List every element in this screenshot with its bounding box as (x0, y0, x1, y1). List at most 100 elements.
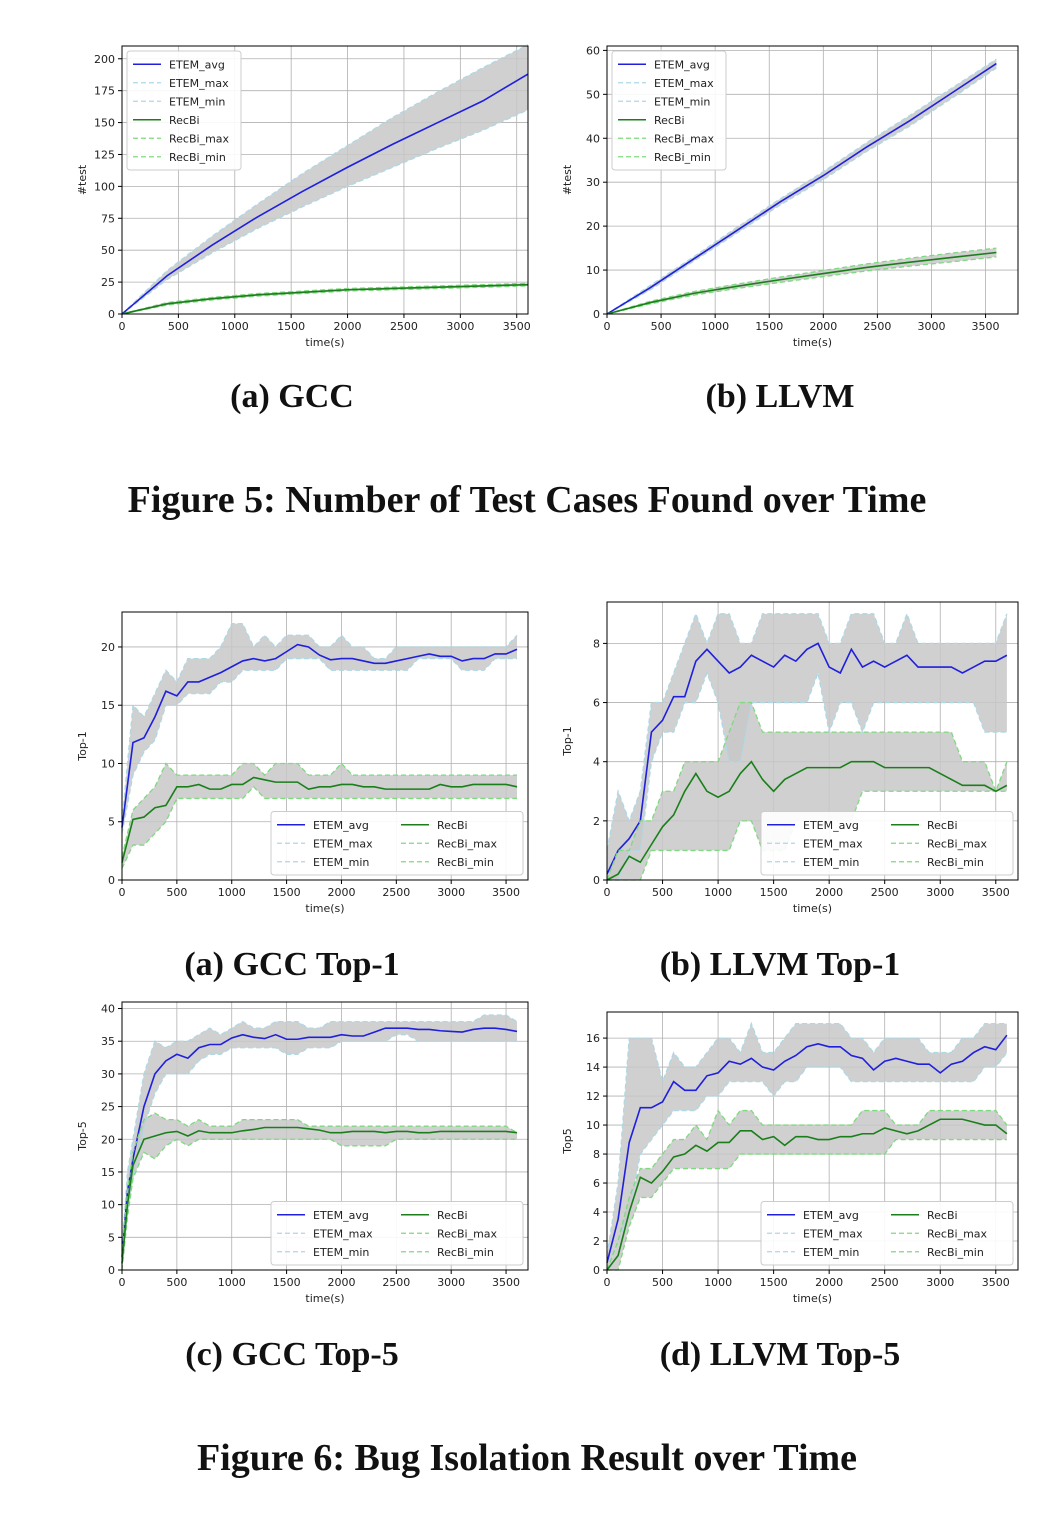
x-tick-label: 0 (119, 886, 126, 899)
recbi-band (607, 702, 1007, 880)
legend-label: RecBi (654, 114, 685, 127)
series-recbi (121, 283, 529, 315)
x-tick-label: 1500 (277, 320, 305, 333)
x-tick-label: 2000 (809, 320, 837, 333)
x-axis-label: time(s) (793, 902, 832, 915)
x-tick-label: 2000 (327, 1276, 355, 1289)
x-tick-label: 1000 (218, 886, 246, 899)
y-tick-label: 40 (101, 1003, 115, 1016)
y-tick-label: 8 (593, 637, 600, 650)
y-tick-label: 5 (108, 1231, 115, 1244)
x-tick-label: 0 (119, 1276, 126, 1289)
series-recbi (121, 776, 518, 863)
series-recbi (606, 1118, 1008, 1271)
legend-label: ETEM_max (313, 1227, 373, 1240)
series-etem-max (121, 623, 518, 822)
x-tick-label: 1500 (755, 320, 783, 333)
subcaption-gcc-top5: (c) GCC Top-5 (185, 1336, 399, 1373)
x-axis-label: time(s) (305, 902, 344, 915)
legend-label: ETEM_avg (803, 1209, 859, 1222)
series-recbi-max (606, 701, 1008, 881)
etem-band (607, 613, 1007, 880)
y-axis-label: #test (561, 164, 574, 195)
x-tick-label: 1000 (218, 1276, 246, 1289)
x-tick-label: 500 (168, 320, 189, 333)
legend: ETEM_avg ETEM_max ETEM_min RecBi RecBi_max Re… (270, 811, 524, 876)
legend-label: ETEM_max (803, 1227, 863, 1240)
legend-label: RecBi (437, 819, 468, 832)
y-tick-label: 0 (108, 1264, 115, 1277)
chart-svg: 0 500 1000 1500 2000 2500 3000 3500 0 25 50 75 100 12… (76, 44, 531, 349)
legend-label: RecBi (437, 1209, 468, 1222)
series-etem-max (606, 58, 997, 315)
x-tick-label: 2000 (327, 886, 355, 899)
series-etem-avg (121, 73, 529, 315)
y-tick-label: 0 (108, 308, 115, 321)
legend-label: ETEM_avg (803, 819, 859, 832)
x-tick-label: 3500 (503, 320, 531, 333)
series-etem-avg (606, 62, 997, 315)
series-recbi-min (606, 256, 997, 315)
legend-label: RecBi (927, 1209, 958, 1222)
x-tick-label: 3000 (917, 320, 945, 333)
y-tick-label: 12 (586, 1090, 600, 1103)
y-axis-label: Top-1 (76, 731, 89, 762)
x-tick-label: 2000 (815, 1276, 843, 1289)
x-tick-label: 0 (604, 886, 611, 899)
y-tick-label: 50 (586, 88, 600, 101)
series-recbi-max (606, 247, 997, 315)
series-etem-max (606, 611, 1008, 851)
legend-label: RecBi_max (927, 1227, 988, 1240)
legend: ETEM_avg ETEM_max ETEM_min RecBi RecBi_max Re… (760, 1201, 1014, 1266)
x-tick-label: 3500 (982, 886, 1010, 899)
y-tick-label: 20 (101, 641, 115, 654)
x-axis-label: time(s) (305, 336, 344, 349)
subcaption-llvm-top1: (b) LLVM Top-1 (659, 946, 901, 983)
y-tick-label: 14 (586, 1061, 600, 1074)
series-etem-min (607, 670, 1007, 881)
series-recbi (606, 251, 997, 315)
legend-box (760, 811, 1014, 876)
x-tick-label: 3500 (972, 320, 1000, 333)
x-tick-label: 3000 (437, 886, 465, 899)
y-tick-label: 50 (101, 244, 115, 257)
y-tick-label: 60 (586, 44, 600, 57)
x-axis-label: time(s) (793, 1292, 832, 1305)
series-etem-min (121, 1034, 518, 1264)
series-recbi-max (121, 1112, 518, 1257)
x-tick-label: 2500 (871, 886, 899, 899)
chart-llvm-top5: 0 500 1000 1500 2000 2500 3000 3500 0 2 4 6 8 10 12 14 1… (555, 1004, 1030, 1314)
x-tick-label: 2500 (871, 1276, 899, 1289)
legend-label: ETEM_avg (654, 58, 710, 71)
y-tick-label: 6 (593, 697, 600, 710)
series-recbi-max (121, 282, 529, 315)
y-tick-label: 0 (593, 874, 600, 887)
series-recbi-min (121, 285, 529, 315)
y-tick-label: 125 (94, 148, 115, 161)
y-tick-label: 2 (593, 1235, 600, 1248)
x-tick-label: 1000 (704, 1276, 732, 1289)
y-tick-label: 20 (101, 1133, 115, 1146)
y-tick-label: 0 (593, 1264, 600, 1277)
recbi-band (122, 1113, 518, 1270)
legend-label: RecBi_min (169, 151, 226, 164)
x-tick-label: 3500 (492, 1276, 520, 1289)
figure-6-caption: Figure 6: Bug Isolation Result over Time (196, 1437, 858, 1479)
x-tick-label: 3500 (982, 1276, 1010, 1289)
legend: ETEM_avg ETEM_max ETEM_min RecBi RecBi_max Re… (270, 1201, 524, 1266)
x-tick-label: 2000 (815, 886, 843, 899)
y-axis-label: #test (76, 164, 89, 195)
legend-label: ETEM_avg (313, 819, 369, 832)
legend-label: ETEM_min (803, 1246, 859, 1259)
y-tick-label: 10 (586, 264, 600, 277)
plot-frame (606, 1011, 1019, 1271)
y-tick-label: 0 (108, 874, 115, 887)
series-recbi-min (607, 1138, 1007, 1271)
x-tick-label: 2000 (334, 320, 362, 333)
chart-gcc-top1: 0 500 1000 1500 2000 2500 3000 3500 0 5 10 15 20 time… (70, 604, 540, 924)
y-tick-label: 10 (586, 1119, 600, 1132)
subcaption-gcc: (a) GCC (230, 378, 354, 415)
chart-gcc-top5: 0 500 1000 1500 2000 2500 3000 3500 0 5 10 15 20 25 30… (70, 994, 540, 1314)
plot-frame (606, 45, 1019, 315)
y-tick-label: 4 (593, 1206, 600, 1219)
